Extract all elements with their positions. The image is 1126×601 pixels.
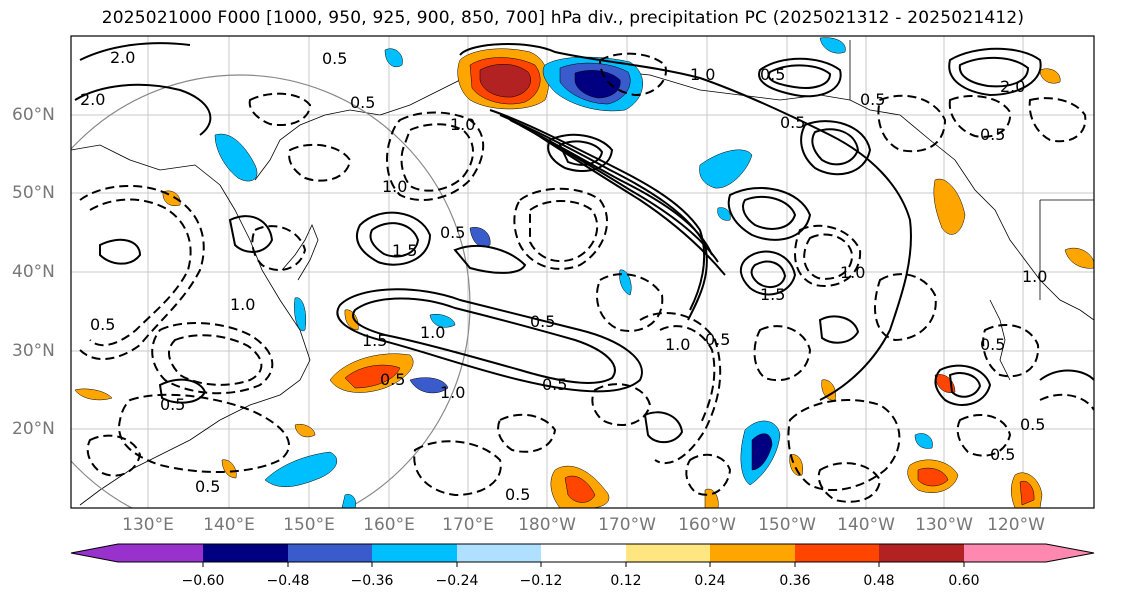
contour-label: 0.5: [990, 445, 1015, 464]
lon-label: 130°W: [915, 515, 973, 535]
lon-label: 150°E: [283, 515, 335, 535]
colorbar-extend-low: [71, 544, 118, 562]
lon-label: 130°E: [122, 515, 174, 535]
lon-label: 150°W: [758, 515, 816, 535]
colorbar-label: 0.24: [694, 573, 726, 589]
contour-label: 1.0: [382, 177, 407, 196]
lon-label: 160°E: [363, 515, 415, 535]
contour-label: 0.5: [542, 375, 567, 394]
map-title: 2025021000 F000 [1000, 950, 925, 900, 85…: [101, 8, 1025, 28]
lat-label: 50°N: [12, 183, 55, 203]
lat-label: 30°N: [12, 341, 55, 361]
lon-label: 170°W: [598, 515, 656, 535]
colorbar-label: 0.60: [948, 573, 980, 589]
contour-label: 0.5: [530, 312, 555, 331]
contour-label: 2.0: [110, 48, 135, 67]
contour-label: 2.0: [1000, 77, 1025, 96]
contour-label: 1.5: [392, 241, 417, 260]
precipitation-shading: [74, 37, 1094, 508]
contour-label: 0.5: [780, 113, 805, 132]
colorbar-swatch: [541, 544, 626, 562]
contour-label: 0.5: [980, 125, 1005, 144]
colorbar-swatch: [457, 544, 541, 562]
divergence-contours-positive: [74, 42, 1094, 444]
colorbar-label: −0.36: [350, 573, 394, 589]
contour-label: 0.5: [160, 395, 185, 414]
colorbar-swatch: [288, 544, 372, 562]
lat-label: 60°N: [12, 105, 55, 125]
divergence-contours-negative: [79, 52, 1094, 503]
colorbar-label: 0.12: [610, 573, 642, 589]
contour-label: 0.5: [195, 477, 220, 496]
contour-label: 1.0: [450, 115, 475, 134]
contour-label: 1.0: [1022, 267, 1047, 286]
colorbar-swatch: [626, 544, 710, 562]
contour-label: 0.5: [860, 90, 885, 109]
contour-label: 1.0: [690, 65, 715, 84]
colorbar-label: −0.60: [181, 573, 225, 589]
colorbar-swatch: [118, 544, 203, 562]
colorbar-swatch: [710, 544, 795, 562]
contour-label: 1.0: [230, 295, 255, 314]
colorbar-label: −0.12: [519, 573, 563, 589]
contour-label: 0.5: [505, 485, 530, 504]
colorbar-swatch: [964, 544, 1046, 562]
contour-label: 1.0: [665, 335, 690, 354]
contour-label: 0.5: [1020, 415, 1045, 434]
lon-label: 180°W: [518, 515, 576, 535]
colorbar-swatch: [795, 544, 879, 562]
contour-label: 2.0: [80, 90, 105, 109]
colorbar-swatch: [879, 544, 964, 562]
contour-label: 1.0: [440, 383, 465, 402]
contour-label: 1.5: [760, 285, 785, 304]
contour-label: 0.5: [380, 370, 405, 389]
lat-label: 20°N: [12, 419, 55, 439]
lon-label: 120°W: [987, 515, 1045, 535]
contour-label: 0.5: [350, 93, 375, 112]
colorbar-outline: [70, 543, 1095, 563]
colorbar-label: 0.48: [863, 573, 895, 589]
colorbar-swatch: [203, 544, 288, 562]
radius-circle: [71, 74, 471, 508]
contour-label: 0.5: [980, 335, 1005, 354]
contour-labels: 2.0 2.0 2.0 1.0 0.5 0.5 1.5 0.5 1.0 0.5 …: [80, 48, 1047, 504]
plot-frame: [70, 35, 1095, 509]
colorbar: [70, 543, 1095, 567]
colorbar-label: −0.24: [435, 573, 479, 589]
colorbar-label: 0.36: [779, 573, 811, 589]
lon-label: 140°W: [837, 515, 895, 535]
contour-label: 0.5: [322, 49, 347, 68]
colorbar-swatch: [372, 544, 457, 562]
colorbar-extend-high: [1046, 544, 1094, 562]
contour-label: 0.5: [90, 315, 115, 334]
lon-label: 140°E: [203, 515, 255, 535]
contour-label: 0.5: [760, 65, 785, 84]
contour-label: 1.0: [420, 323, 445, 342]
colorbar-label: −0.48: [266, 573, 310, 589]
contour-label: 0.5: [705, 330, 730, 349]
lat-label: 40°N: [12, 262, 55, 282]
contour-label: 1.5: [362, 331, 387, 350]
contour-label: 1.0: [840, 263, 865, 282]
lon-label: 170°E: [442, 515, 494, 535]
lon-label: 160°W: [678, 515, 736, 535]
contour-label: 0.5: [440, 223, 465, 242]
